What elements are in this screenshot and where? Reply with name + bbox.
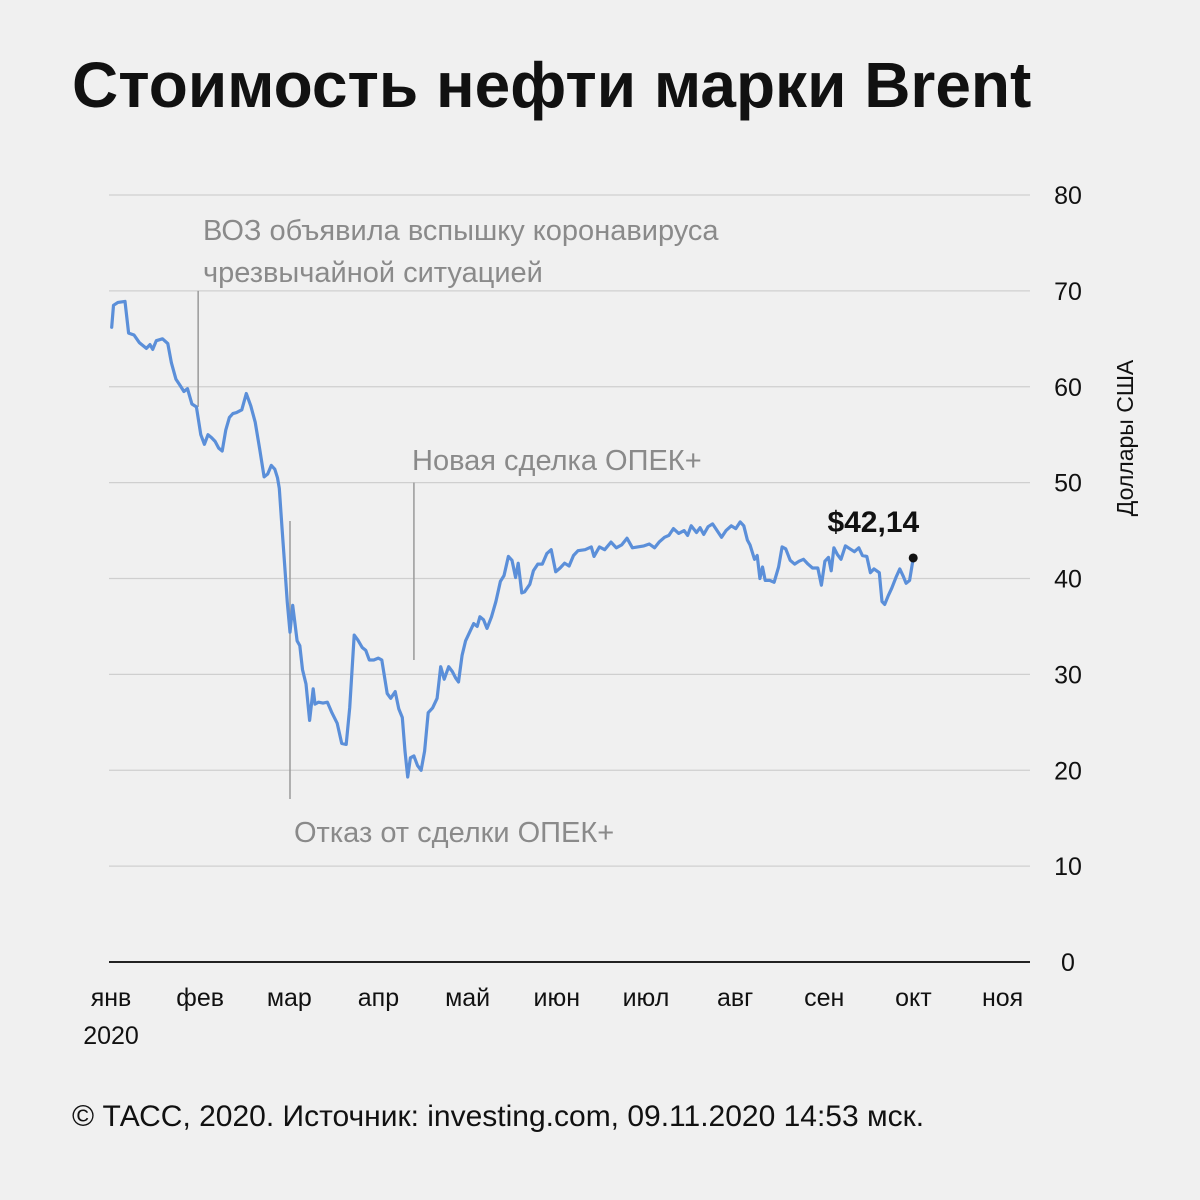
annotations: ВОЗ объявила вспышку коронавируса чрезвыч…	[197, 215, 719, 849]
annotation-text-opec_new: Новая сделка ОПЕК+	[412, 445, 702, 477]
source-footer: © ТАСС, 2020. Источник: investing.com, 0…	[72, 1100, 925, 1133]
y-axis-title: Доллары США	[1112, 359, 1138, 516]
x-tick-label-8: сен	[804, 984, 844, 1012]
x-tick-label-0: янв	[91, 984, 132, 1012]
y-tick-label: 50	[1054, 470, 1082, 498]
annotation-text-who: ВОЗ объявила вспышку коронавируса	[203, 215, 719, 247]
x-tick-label-1: фев	[176, 984, 224, 1012]
x-tick-label-3: апр	[358, 984, 399, 1012]
last-value-label: $42,14	[827, 506, 919, 539]
x-tick-label-10: ноя	[982, 984, 1023, 1012]
x-tick-label-5: июн	[534, 984, 581, 1012]
year-label: 2020	[83, 1022, 139, 1050]
brent-price-line	[110, 299, 915, 779]
x-tick-label-4: май	[445, 984, 490, 1012]
y-tick-label: 0	[1061, 949, 1075, 977]
last-value-marker	[908, 553, 918, 563]
y-tick-label: 70	[1054, 278, 1082, 306]
y-tick-label: 10	[1054, 853, 1082, 881]
y-tick-label: 20	[1054, 757, 1082, 785]
x-tick-label-2: мар	[267, 984, 312, 1012]
annotation-text-opec_fail: Отказ от сделки ОПЕК+	[294, 817, 614, 849]
series: $42,14	[110, 299, 920, 779]
y-tick-label: 40	[1054, 566, 1082, 594]
annotation-text-who: чрезвычайной ситуацией	[203, 257, 543, 289]
y-tick-label: 30	[1054, 661, 1082, 689]
x-tick-label-7: авг	[717, 984, 753, 1012]
x-axis: янв фев мар апр май июн июл авг сен окт ноя 2020	[83, 984, 1023, 1050]
y-tick-label: 60	[1054, 374, 1082, 402]
y-tick-label: 80	[1054, 182, 1082, 210]
chart-title: Стоимость нефти марки Brent	[72, 49, 1032, 121]
x-tick-label-6: июл	[623, 984, 670, 1012]
grid	[109, 194, 1030, 963]
x-tick-label-9: окт	[895, 984, 932, 1012]
y-axis: 0 10 20 30 40 50 60 70 80	[1054, 182, 1082, 977]
